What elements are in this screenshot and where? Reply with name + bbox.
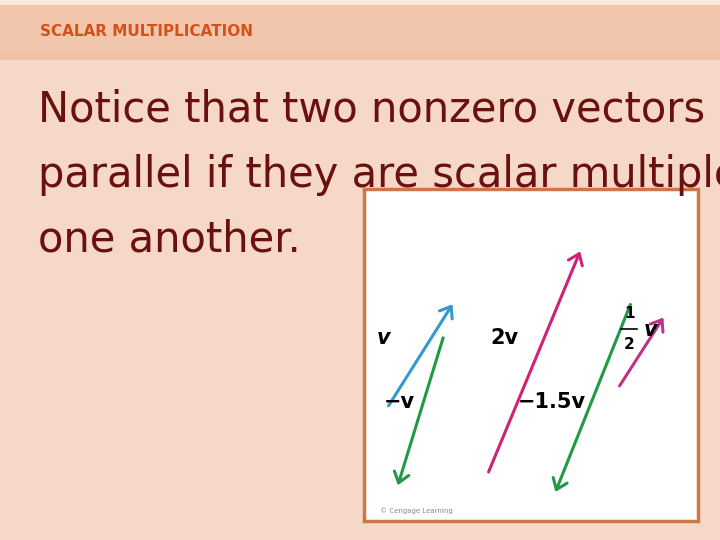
Text: 2: 2 bbox=[624, 337, 635, 352]
Bar bbox=[0, 0, 720, 50]
Text: −1.5v: −1.5v bbox=[518, 392, 586, 411]
Text: 1: 1 bbox=[624, 306, 635, 321]
Text: SCALAR MULTIPLICATION: SCALAR MULTIPLICATION bbox=[40, 24, 253, 39]
Text: v: v bbox=[377, 328, 391, 348]
Bar bbox=[0, 5, 720, 60]
Bar bbox=[364, 189, 698, 521]
Text: one another.: one another. bbox=[38, 219, 301, 261]
Text: parallel if they are scalar multiples of: parallel if they are scalar multiples of bbox=[38, 154, 720, 196]
Text: v: v bbox=[644, 320, 657, 340]
Text: © Cengage Learning: © Cengage Learning bbox=[380, 508, 453, 515]
Text: 2v: 2v bbox=[491, 328, 519, 348]
Text: −v: −v bbox=[384, 392, 415, 411]
Text: Notice that two nonzero vectors are: Notice that two nonzero vectors are bbox=[38, 89, 720, 131]
